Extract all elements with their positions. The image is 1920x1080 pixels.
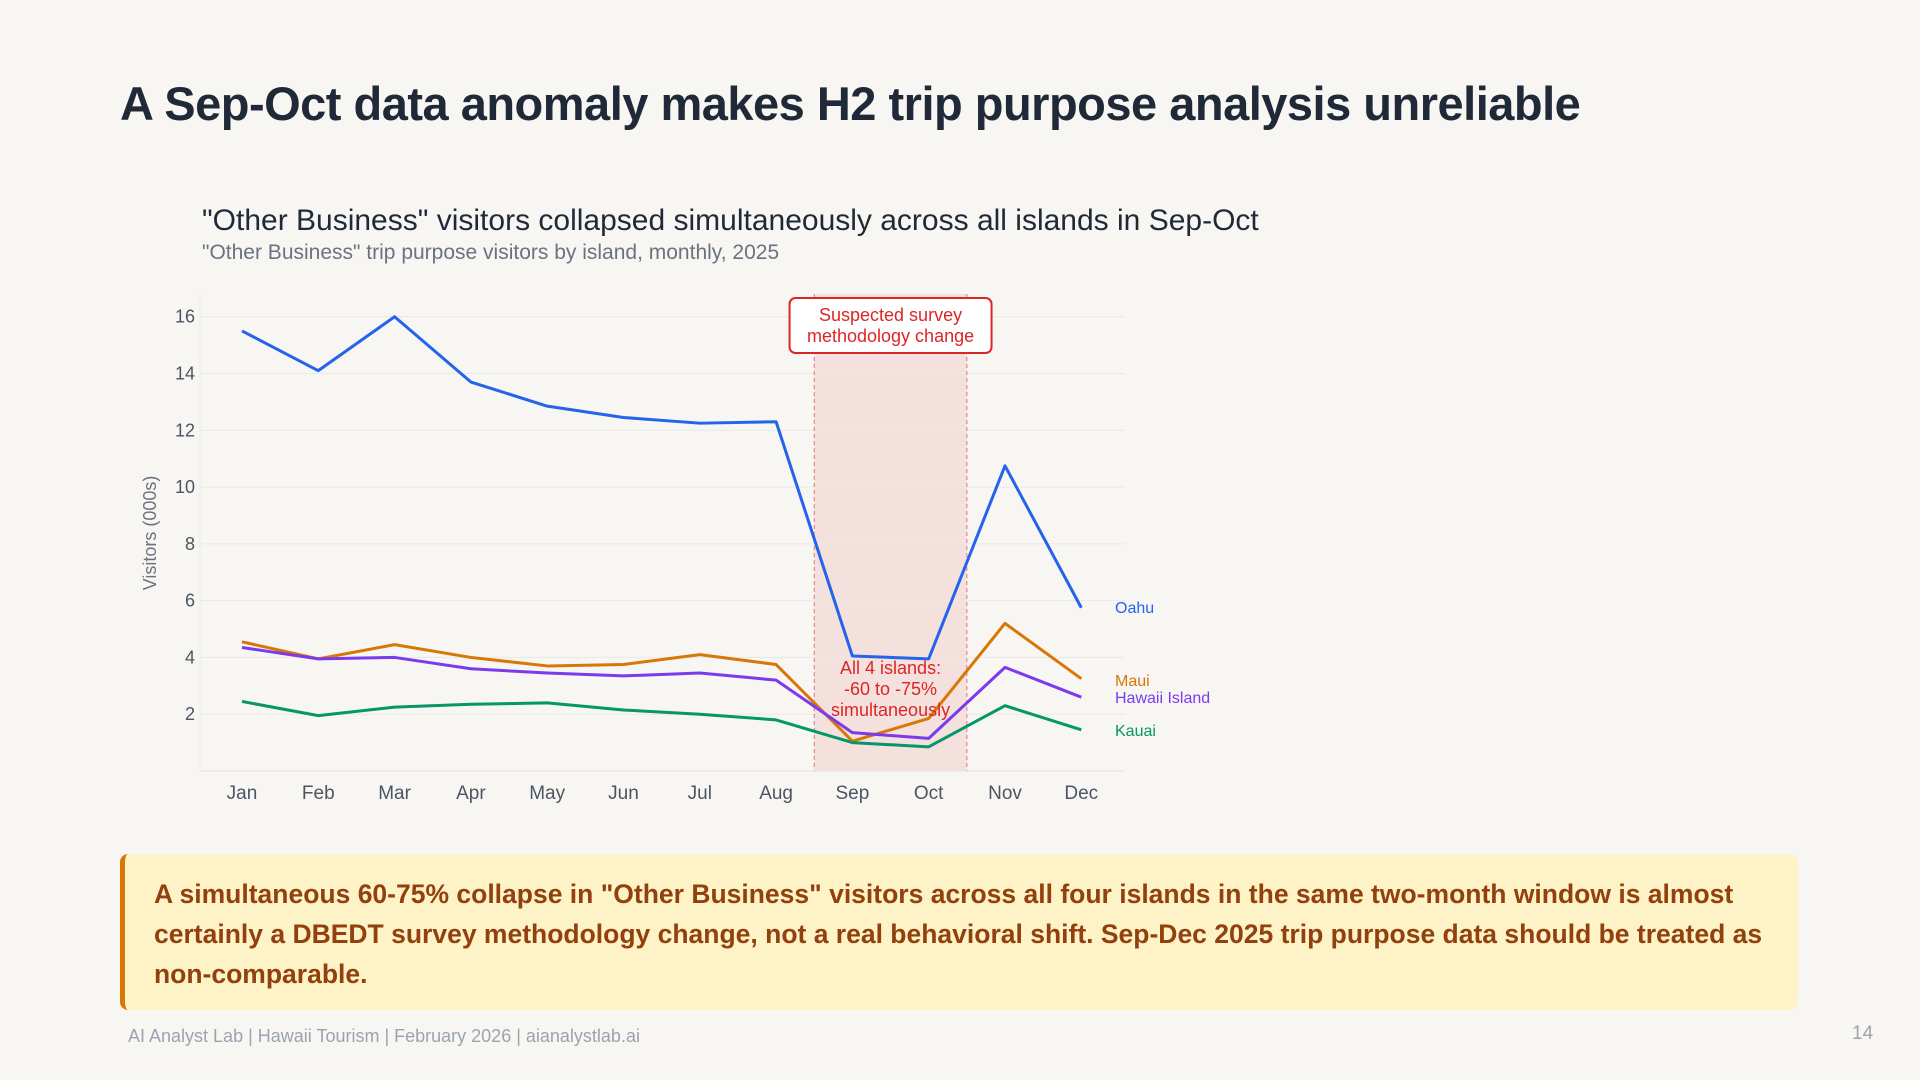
x-tick-label: Mar — [378, 783, 411, 804]
x-tick-label: Feb — [302, 783, 335, 804]
series-label: Oahu — [1115, 600, 1154, 617]
y-tick-label: 16 — [175, 307, 195, 327]
line-chart: 2 4 6 8 10 12 14 16 Jan Feb Mar Apr May Jun Jul Aug Sep O… — [140, 294, 1210, 804]
x-tick-label: Nov — [988, 783, 1022, 804]
y-axis-label: Visitors (000s) — [140, 476, 160, 591]
x-tick-label: Jun — [608, 783, 639, 804]
y-tick-label: 2 — [185, 704, 195, 724]
x-tick-label: Jan — [227, 783, 258, 804]
page-title: A Sep-Oct data anomaly makes H2 trip pur… — [120, 77, 1581, 130]
insight-callout: A simultaneous 60-75% collapse in "Other… — [120, 854, 1798, 1010]
chart-title: "Other Business" visitors collapsed simu… — [202, 204, 1259, 237]
series-label: Hawaii Island — [1115, 690, 1210, 707]
series-line-maui — [241, 621, 1083, 743]
x-tick-label: Jul — [688, 783, 712, 804]
x-tick-label: Dec — [1064, 783, 1098, 804]
y-tick-label: 12 — [175, 420, 195, 440]
y-tick-label: 6 — [185, 591, 195, 611]
band-annotation-line: Suspected survey — [819, 305, 962, 325]
y-tick-label: 8 — [185, 534, 195, 554]
band-annotation-line: methodology change — [807, 326, 974, 346]
x-tick-label: Sep — [835, 783, 869, 804]
series-label: Maui — [1115, 673, 1150, 690]
x-tick-label: Oct — [914, 783, 944, 804]
y-tick-label: 4 — [185, 647, 195, 667]
drop-annotation-line: -60 to -75% — [844, 679, 937, 699]
page-number: 14 — [1852, 1023, 1874, 1044]
annotation-box — [788, 297, 993, 354]
series-label: Kauai — [1115, 723, 1156, 740]
x-tick-label: Apr — [456, 783, 486, 804]
footer: AI Analyst Lab | Hawaii Tourism | Februa… — [128, 1026, 640, 1046]
series-line-oahu — [241, 315, 1083, 661]
series-line-kauai — [241, 699, 1082, 749]
drop-annotation-line: All 4 islands: — [840, 658, 941, 678]
drop-annotation-line: simultaneously — [831, 700, 950, 720]
x-tick-label: May — [529, 783, 565, 804]
x-tick-label: Aug — [759, 783, 793, 804]
chart-subtitle: "Other Business" trip purpose visitors b… — [202, 241, 780, 264]
y-tick-label: 14 — [175, 364, 195, 384]
y-tick-label: 10 — [175, 477, 195, 497]
series-line-hawaii-island — [241, 646, 1082, 740]
